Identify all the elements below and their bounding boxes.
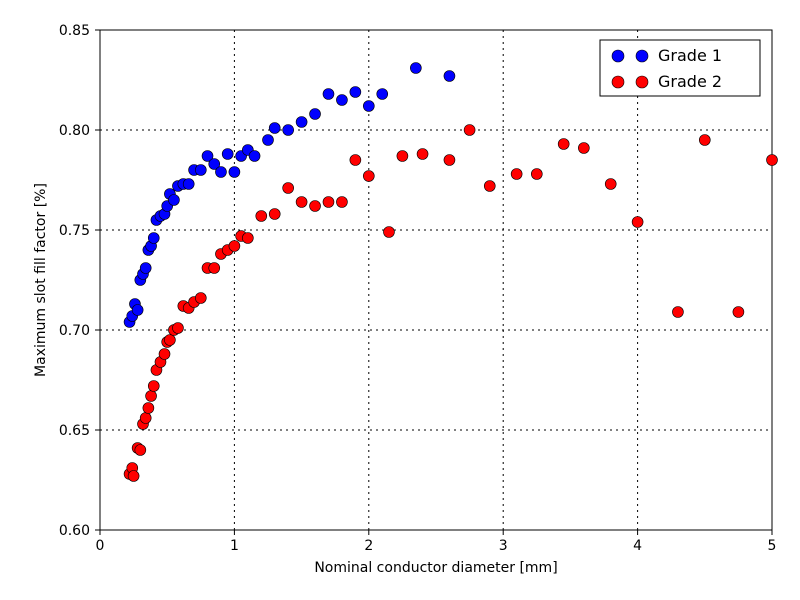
data-point bbox=[146, 391, 157, 402]
data-point bbox=[767, 155, 778, 166]
data-point bbox=[164, 335, 175, 346]
data-point bbox=[672, 307, 683, 318]
data-point bbox=[143, 403, 154, 414]
data-point bbox=[135, 445, 146, 456]
data-point bbox=[310, 109, 321, 120]
data-point bbox=[195, 165, 206, 176]
data-point bbox=[336, 95, 347, 106]
data-point bbox=[397, 151, 408, 162]
data-point bbox=[296, 117, 307, 128]
legend-label: Grade 2 bbox=[658, 72, 722, 91]
x-tick-label: 3 bbox=[499, 538, 508, 554]
data-point bbox=[350, 87, 361, 98]
data-point bbox=[578, 143, 589, 154]
data-point bbox=[159, 349, 170, 360]
x-tick-label: 2 bbox=[364, 538, 373, 554]
data-point bbox=[215, 167, 226, 178]
data-point bbox=[323, 197, 334, 208]
data-point bbox=[148, 381, 159, 392]
data-point bbox=[444, 71, 455, 82]
data-point bbox=[283, 183, 294, 194]
x-axis-label: Nominal conductor diameter [mm] bbox=[314, 560, 557, 576]
data-point bbox=[383, 227, 394, 238]
data-point bbox=[699, 135, 710, 146]
y-tick-label: 0.85 bbox=[59, 23, 90, 39]
data-point bbox=[531, 169, 542, 180]
data-point bbox=[484, 181, 495, 192]
data-point bbox=[269, 123, 280, 134]
y-tick-label: 0.80 bbox=[59, 123, 90, 139]
data-point bbox=[195, 293, 206, 304]
data-point bbox=[511, 169, 522, 180]
data-point bbox=[558, 139, 569, 150]
data-point bbox=[632, 217, 643, 228]
data-point bbox=[363, 171, 374, 182]
legend-label: Grade 1 bbox=[658, 46, 722, 65]
data-point bbox=[229, 167, 240, 178]
data-point bbox=[363, 101, 374, 112]
data-point bbox=[296, 197, 307, 208]
legend-marker bbox=[636, 76, 648, 88]
data-point bbox=[209, 263, 220, 274]
x-tick-label: 4 bbox=[633, 538, 642, 554]
data-point bbox=[256, 211, 267, 222]
y-tick-label: 0.60 bbox=[59, 523, 90, 539]
data-point bbox=[242, 233, 253, 244]
legend-marker bbox=[636, 50, 648, 62]
y-axis-label: Maximum slot fill factor [%] bbox=[33, 183, 49, 377]
legend-marker bbox=[612, 76, 624, 88]
y-tick-label: 0.70 bbox=[59, 323, 90, 339]
data-point bbox=[410, 63, 421, 74]
data-point bbox=[140, 413, 151, 424]
x-tick-label: 0 bbox=[96, 538, 105, 554]
data-point bbox=[377, 89, 388, 100]
data-point bbox=[269, 209, 280, 220]
data-point bbox=[168, 195, 179, 206]
chart-svg: 0 1 2 3 4 5 0.60 0.65 0.70 0.75 0.80 0.85 Nominal co… bbox=[0, 0, 800, 600]
data-point bbox=[605, 179, 616, 190]
scatter-chart: 0 1 2 3 4 5 0.60 0.65 0.70 0.75 0.80 0.85 Nominal co… bbox=[0, 0, 800, 600]
data-point bbox=[263, 135, 274, 146]
data-point bbox=[444, 155, 455, 166]
data-point bbox=[140, 263, 151, 274]
data-point bbox=[323, 89, 334, 100]
data-point bbox=[229, 241, 240, 252]
data-point bbox=[249, 151, 260, 162]
data-point bbox=[350, 155, 361, 166]
data-point bbox=[336, 197, 347, 208]
data-point bbox=[417, 149, 428, 160]
data-point bbox=[132, 305, 143, 316]
legend-marker bbox=[612, 50, 624, 62]
data-point bbox=[283, 125, 294, 136]
data-point bbox=[128, 471, 139, 482]
data-point bbox=[733, 307, 744, 318]
data-point bbox=[310, 201, 321, 212]
data-point bbox=[148, 233, 159, 244]
data-point bbox=[222, 149, 233, 160]
y-tick-label: 0.75 bbox=[59, 223, 90, 239]
x-tick-label: 5 bbox=[768, 538, 777, 554]
data-point bbox=[172, 323, 183, 334]
data-point bbox=[464, 125, 475, 136]
y-tick-label: 0.65 bbox=[59, 423, 90, 439]
x-tick-label: 1 bbox=[230, 538, 239, 554]
data-point bbox=[183, 179, 194, 190]
